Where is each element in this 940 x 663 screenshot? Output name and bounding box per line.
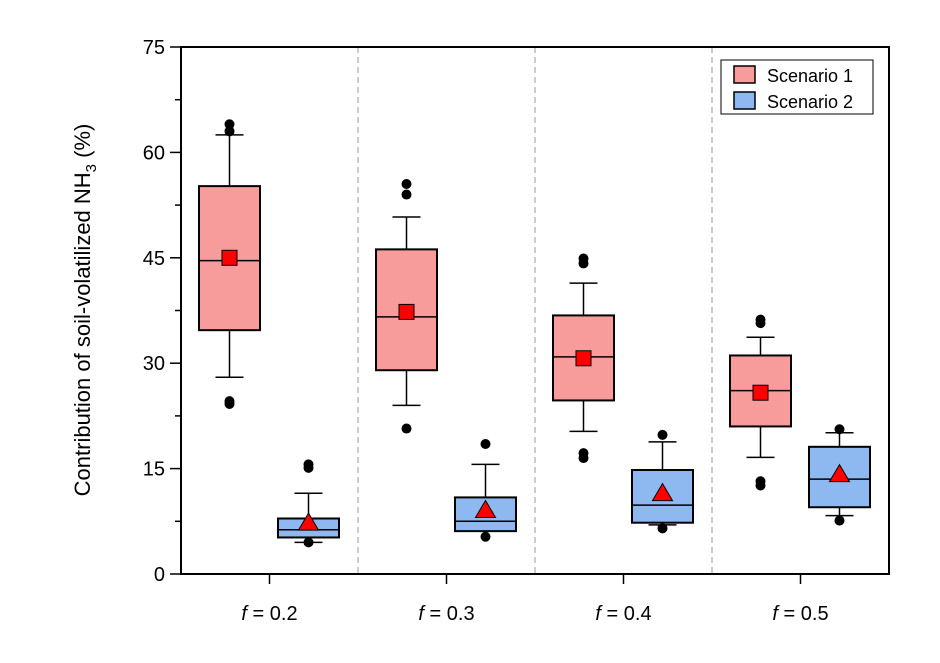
legend-label-scenario-1: Scenario 1 xyxy=(767,66,853,86)
x-tick-label: f = 0.3 xyxy=(418,603,474,625)
box-1-1 xyxy=(198,119,261,409)
outlier-point xyxy=(401,179,412,190)
legend: Scenario 1 Scenario 2 xyxy=(720,59,874,115)
outlier-point xyxy=(755,476,766,487)
box-1-4 xyxy=(729,314,792,491)
outlier-point xyxy=(224,119,235,130)
y-tick-label: 75 xyxy=(143,37,165,59)
x-tick-label: f = 0.5 xyxy=(772,603,828,625)
y-tick-label: 30 xyxy=(143,353,165,375)
box-2-2 xyxy=(454,439,517,542)
mean-marker-triangle xyxy=(828,463,851,483)
box-2-3 xyxy=(631,429,694,534)
box-iqr xyxy=(631,469,694,524)
outlier-point xyxy=(224,126,235,137)
mean-marker-triangle xyxy=(474,499,497,518)
outlier-point xyxy=(834,424,845,435)
outlier-point xyxy=(657,523,668,534)
outlier-point xyxy=(401,423,412,434)
outlier-point xyxy=(480,531,491,542)
y-axis: 0 15 30 45 60 75 xyxy=(143,37,181,586)
y-tick-label: 0 xyxy=(154,564,165,586)
y-axis-label: Contribution of soil-volatilized NH3 (%) xyxy=(70,124,100,497)
outlier-point xyxy=(578,253,589,264)
outlier-point xyxy=(834,515,845,526)
x-tick-label: f = 0.2 xyxy=(241,603,297,625)
legend-label-scenario-2: Scenario 2 xyxy=(767,92,853,112)
plot-marks xyxy=(198,47,871,574)
outlier-point xyxy=(224,396,235,407)
box-2-4 xyxy=(808,424,871,526)
mean-marker-triangle xyxy=(651,482,674,502)
mean-marker-square xyxy=(398,303,415,320)
x-axis: f = 0.2 f = 0.3 f = 0.4 f = 0.5 xyxy=(241,574,829,625)
y-tick-label: 15 xyxy=(143,459,165,481)
outlier-point xyxy=(657,429,668,440)
box-1-2 xyxy=(375,179,438,434)
mean-marker-triangle xyxy=(297,512,320,531)
outlier-point xyxy=(303,537,314,548)
mean-marker-square xyxy=(752,384,769,401)
y-tick-label: 60 xyxy=(143,142,165,164)
x-tick-label: f = 0.4 xyxy=(595,603,651,625)
outlier-point xyxy=(303,459,314,470)
legend-swatch-scenario-1 xyxy=(733,65,756,84)
outlier-point xyxy=(578,448,589,459)
mean-marker-square xyxy=(575,350,592,367)
y-tick-label: 45 xyxy=(143,248,165,270)
outlier-point xyxy=(401,189,412,200)
mean-marker-square xyxy=(221,249,238,266)
outlier-point xyxy=(755,314,766,325)
outlier-point xyxy=(480,439,491,450)
box-1-3 xyxy=(552,253,615,464)
box-iqr xyxy=(375,248,438,372)
box-2-1 xyxy=(277,459,340,548)
legend-swatch-scenario-2 xyxy=(733,91,756,110)
